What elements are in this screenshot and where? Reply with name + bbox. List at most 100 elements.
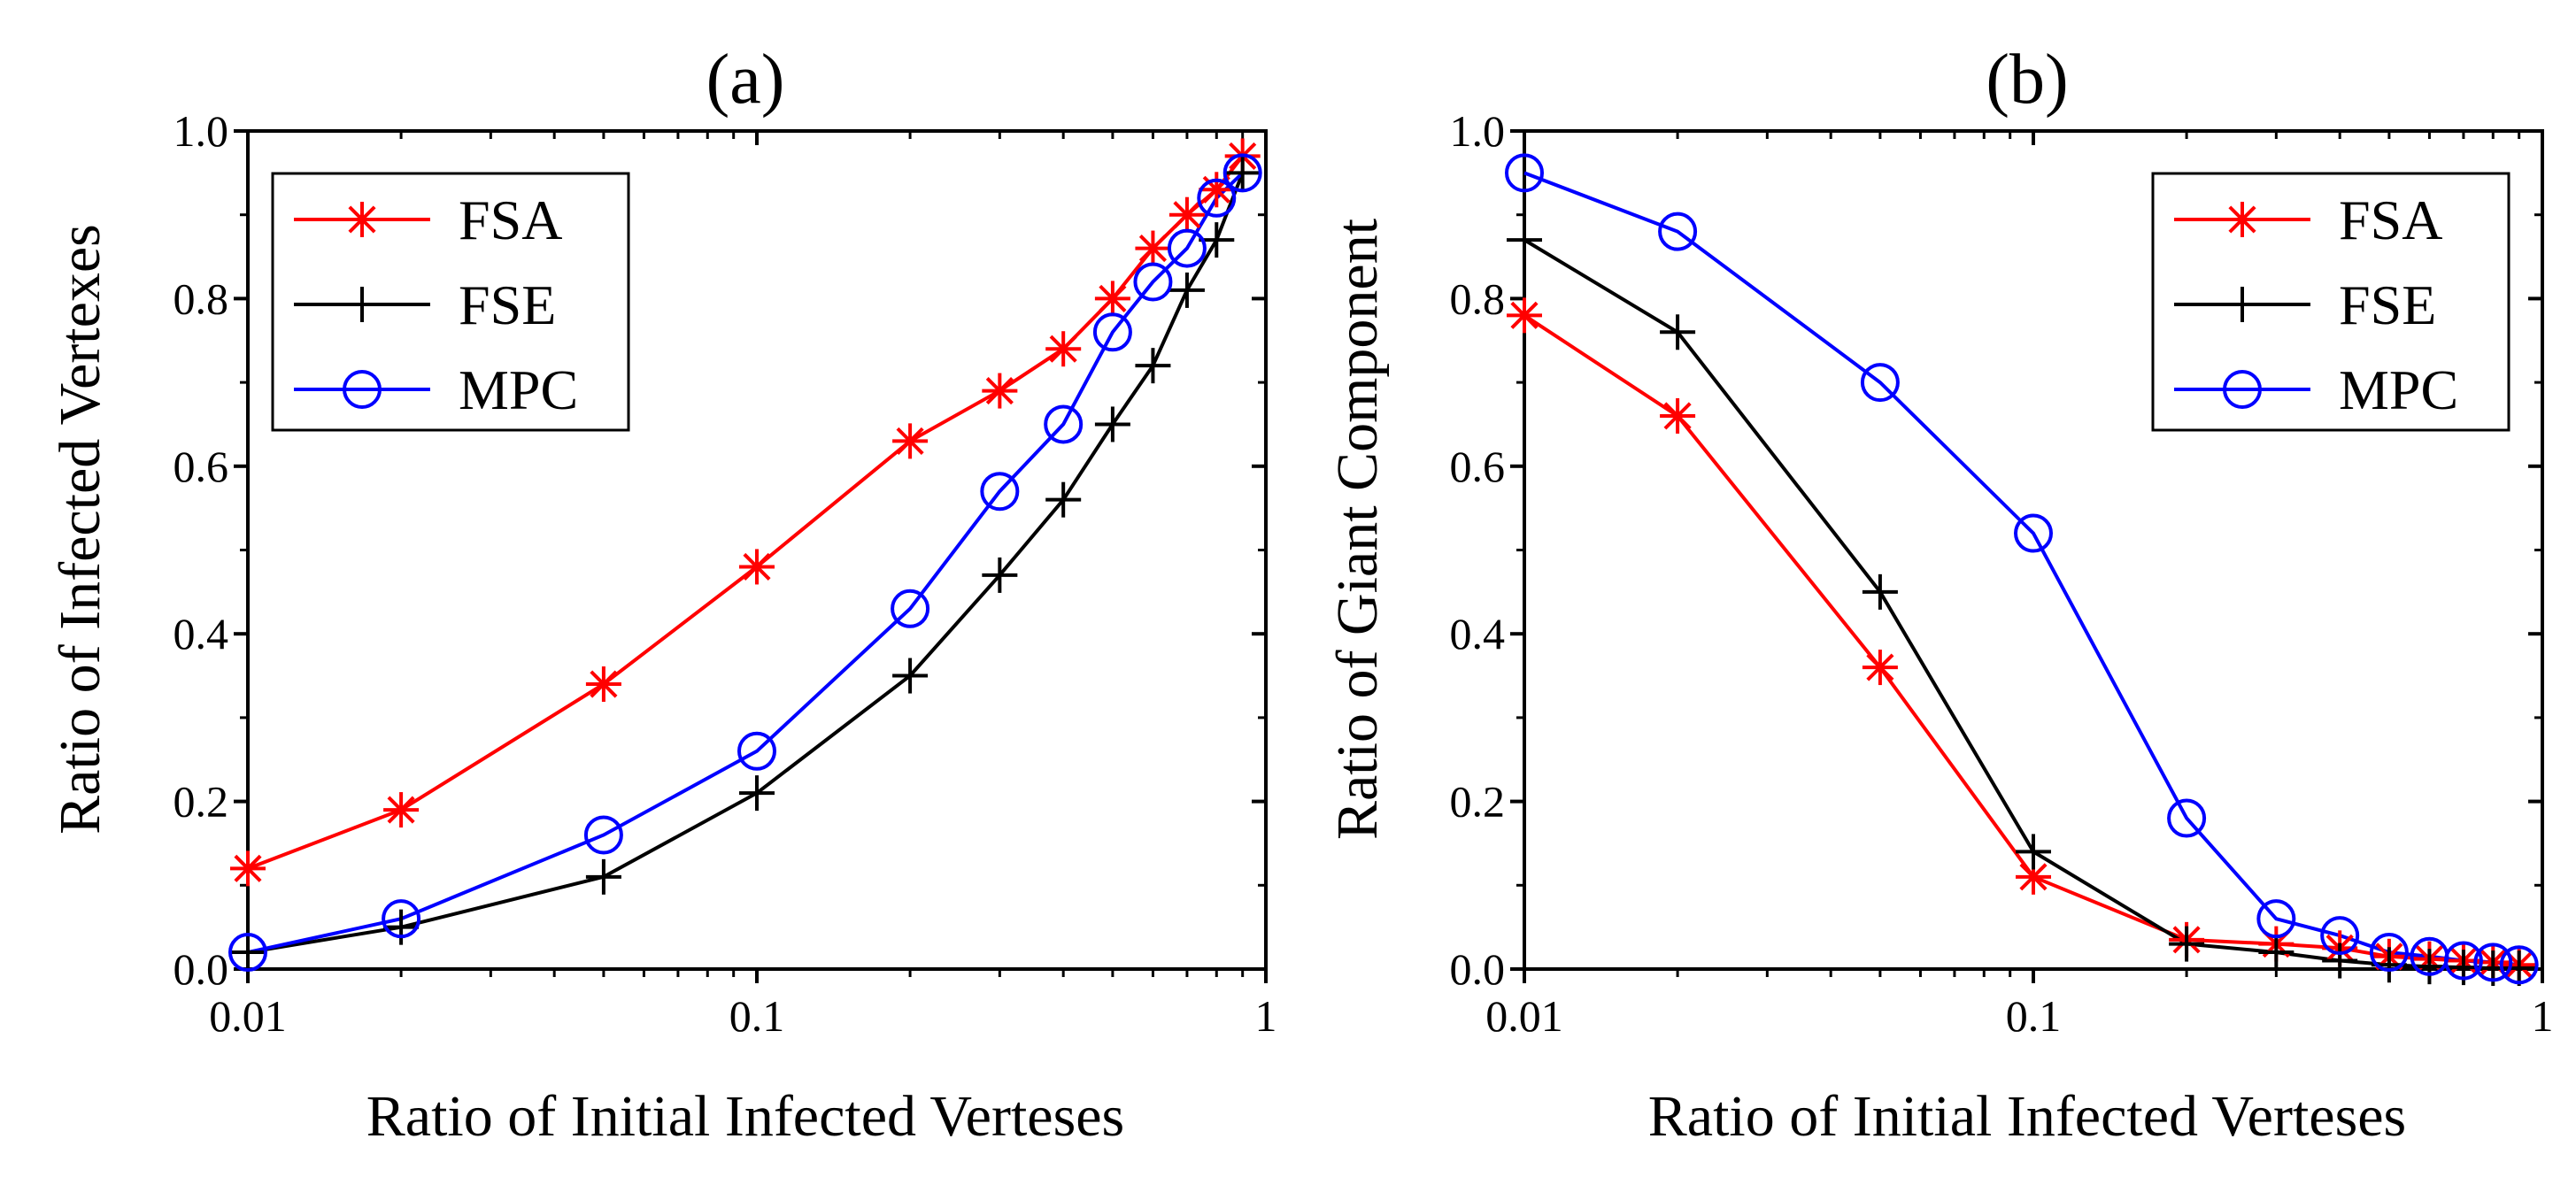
legend-entry-fse: FSE (294, 273, 556, 336)
panel-a-axes: 0.0 0.2 0.4 0.6 0.8 1.0 0.01 0.1 1 (174, 106, 1277, 1041)
data-point-mpc (1133, 262, 1173, 302)
legend-marker-fse (344, 287, 380, 322)
data-point-fsa (585, 666, 621, 703)
panel-a-legend: FSA FSE MPC (271, 172, 630, 432)
data-point-mpc (1044, 404, 1084, 444)
data-point-fsa (982, 373, 1018, 409)
data-point-mpc (891, 589, 930, 628)
data-point-fse (1135, 348, 1171, 384)
y-tick-label: 1.0 (174, 106, 229, 156)
series-line-mpc (247, 171, 1245, 955)
panel-b-chart: (b) Ratio of Initial Infected Verteses R… (1325, 41, 2554, 1149)
panel-a-chart: (a) Ratio of Initial Infected Verteses R… (48, 41, 1277, 1149)
data-point-fsa (1168, 196, 1205, 233)
data-point-mpc (1167, 228, 1207, 268)
y-tick-label: 0.0 (1450, 944, 1506, 994)
x-tick-label: 1 (2532, 991, 2554, 1041)
data-point-fsa (230, 850, 266, 887)
data-point-fse (2322, 943, 2358, 979)
panel-b-x-axis-label: Ratio of Initial Infected Verteses (1648, 1084, 2407, 1149)
data-point-fsa (739, 549, 775, 585)
legend-entry-fsa: FSA (2174, 189, 2442, 251)
data-point-mpc (2167, 798, 2207, 838)
data-point-mpc (1860, 363, 1900, 403)
panel-b-y-axis-label: Ratio of Giant Component (1325, 219, 1390, 840)
data-point-fse (1862, 573, 1898, 610)
panel-a-title: (a) (706, 41, 785, 119)
data-point-fse (2411, 949, 2448, 985)
legend-entry-mpc: MPC (2174, 358, 2458, 421)
data-point-mpc (1092, 312, 1132, 352)
y-tick-label: 0.6 (174, 442, 229, 491)
data-point-mpc (2369, 933, 2409, 973)
data-point-fsa (1135, 230, 1171, 266)
series-line-fse (247, 172, 1245, 955)
y-tick-label: 0.8 (1450, 273, 1506, 323)
legend-entry-fse: FSE (2174, 273, 2436, 336)
data-point-fse (1199, 222, 1235, 258)
legend-label: FSE (459, 273, 556, 336)
data-point-mpc (737, 731, 776, 771)
legend-label: FSA (459, 189, 562, 251)
data-point-fsa (1862, 650, 1898, 686)
data-point-fse (892, 658, 929, 694)
x-tick-label: 0.1 (2006, 991, 2062, 1041)
legend-marker-fse (2225, 287, 2260, 322)
legend-marker-mpc (2223, 370, 2262, 409)
panel-b-legend: FSA FSE MPC (2151, 172, 2510, 432)
legend-label: MPC (2339, 358, 2458, 421)
data-point-mpc (2443, 941, 2483, 981)
data-point-mpc (1505, 153, 1544, 193)
legend-marker-mpc (343, 370, 382, 409)
data-point-mpc (382, 899, 421, 939)
data-point-mpc (2499, 945, 2539, 985)
panel-a-y-axis-label: Ratio of Infected Vertexes (48, 224, 112, 835)
panel-a-plot-area (228, 138, 1262, 973)
y-tick-label: 0.6 (1450, 442, 1506, 491)
data-point-fse (2501, 950, 2537, 987)
data-point-fse (230, 935, 266, 971)
legend-marker-fsa (2225, 202, 2260, 237)
data-point-fse (1045, 481, 1082, 518)
data-point-mpc (583, 815, 623, 855)
x-tick-label: 0.1 (729, 991, 785, 1041)
data-point-fse (739, 775, 775, 812)
data-point-fse (2169, 926, 2205, 962)
y-tick-label: 0.2 (1450, 777, 1506, 827)
legend-entry-mpc: MPC (294, 358, 578, 421)
legend-box (271, 172, 630, 432)
panel-b-title: (b) (1986, 41, 2068, 119)
x-tick-label: 1 (1255, 991, 1277, 1041)
panel-a-x-axis-label: Ratio of Initial Infected Verteses (366, 1084, 1125, 1149)
data-point-mpc (2014, 513, 2053, 553)
data-point-fsa (892, 423, 929, 459)
data-point-fse (585, 858, 621, 895)
legend-box (2151, 172, 2510, 432)
data-point-fse (2016, 834, 2051, 870)
data-point-fsa (1507, 297, 1542, 334)
x-tick-label: 0.01 (1485, 991, 1563, 1041)
data-point-mpc (2473, 943, 2513, 982)
y-tick-label: 0.2 (174, 777, 229, 827)
data-point-fsa (383, 792, 420, 828)
data-point-fsa (1199, 172, 1235, 208)
data-point-fse (1660, 314, 1696, 350)
y-tick-label: 0.0 (174, 944, 229, 994)
legend-marker-fsa (344, 202, 380, 237)
y-tick-label: 0.4 (174, 609, 229, 658)
data-point-mpc (1658, 212, 1698, 251)
data-point-fse (1094, 406, 1130, 442)
data-point-mpc (980, 472, 1020, 512)
data-point-fse (1224, 155, 1261, 191)
data-point-mpc (1197, 178, 1237, 218)
data-point-fse (1507, 222, 1542, 258)
y-tick-label: 0.8 (174, 273, 229, 323)
data-point-fse (2258, 935, 2294, 971)
data-point-fse (383, 909, 420, 945)
legend-label: FSA (2339, 189, 2442, 251)
data-point-mpc (2320, 916, 2360, 956)
data-point-fsa (1045, 331, 1082, 367)
x-tick-label: 0.01 (209, 991, 287, 1041)
data-point-fse (1168, 272, 1205, 308)
